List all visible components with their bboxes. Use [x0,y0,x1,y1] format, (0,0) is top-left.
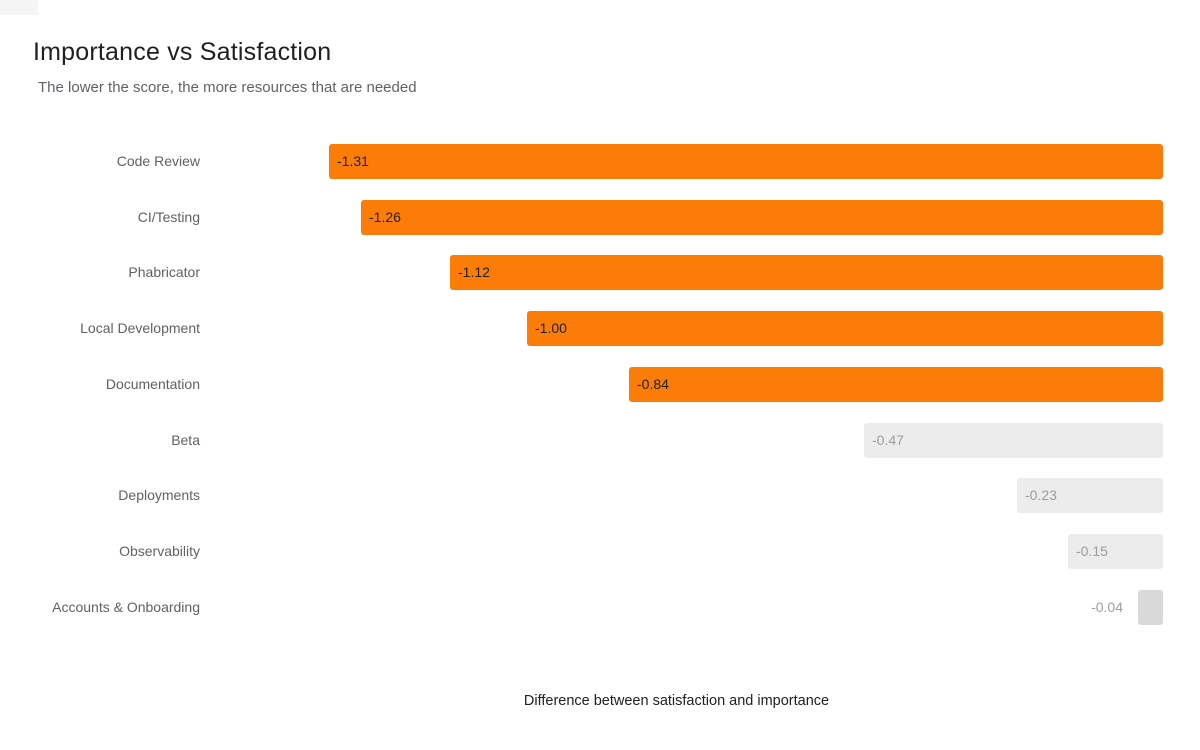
category-label: CI/Testing [137,208,200,225]
category-label: Phabricator [128,264,200,281]
category-label: Code Review [116,153,200,169]
bar-row: Local Development -1.00 [0,311,1200,347]
bar-value-label: -1.26 [369,208,401,225]
bar [1138,589,1163,625]
bar: -1.26 [361,199,1163,235]
bar: -0.15 [1068,533,1163,569]
category-label: Accounts & Onboarding [52,598,200,615]
bar-value-label: -1.12 [458,264,490,281]
bar-value-label: -0.84 [637,375,669,392]
category-label: Deployments [118,487,200,504]
bar-row: Accounts & Onboarding -0.04 [0,589,1200,625]
x-axis-label: Difference between satisfaction and impo… [523,693,830,709]
bar: -0.23 [1017,478,1163,514]
bar: -0.84 [629,366,1163,402]
category-label: Observability [119,542,200,559]
bar-value-label: -0.23 [1025,487,1057,504]
bar: -1.00 [527,311,1163,347]
category-label: Beta [171,431,200,448]
chart-subtitle: The lower the score, the more resources … [38,79,417,96]
bar-value-label: -0.47 [872,431,904,448]
bar-row: Observability -0.15 [0,533,1200,569]
bar-row: Code Review -1.31 [0,144,1200,179]
bar-row: Beta -0.47 [0,422,1200,458]
bar-row: Documentation -0.84 [0,366,1200,402]
bar-value-label: -0.15 [1076,542,1108,559]
bar-value-label: -1.31 [337,153,369,169]
chart-title: Importance vs Satisfaction [33,38,332,66]
corner-artifact [0,0,38,15]
category-label: Local Development [80,320,200,337]
bar-row: Phabricator -1.12 [0,255,1200,291]
bar-value-label: -0.04 [1091,598,1123,615]
bar-value-label: -1.00 [535,320,567,337]
bar-row: CI/Testing -1.26 [0,199,1200,235]
category-label: Documentation [105,375,200,392]
bar: -1.12 [450,255,1163,291]
bar-row: Deployments -0.23 [0,478,1200,514]
bar: -0.47 [864,422,1163,458]
bar: -1.31 [329,144,1163,179]
